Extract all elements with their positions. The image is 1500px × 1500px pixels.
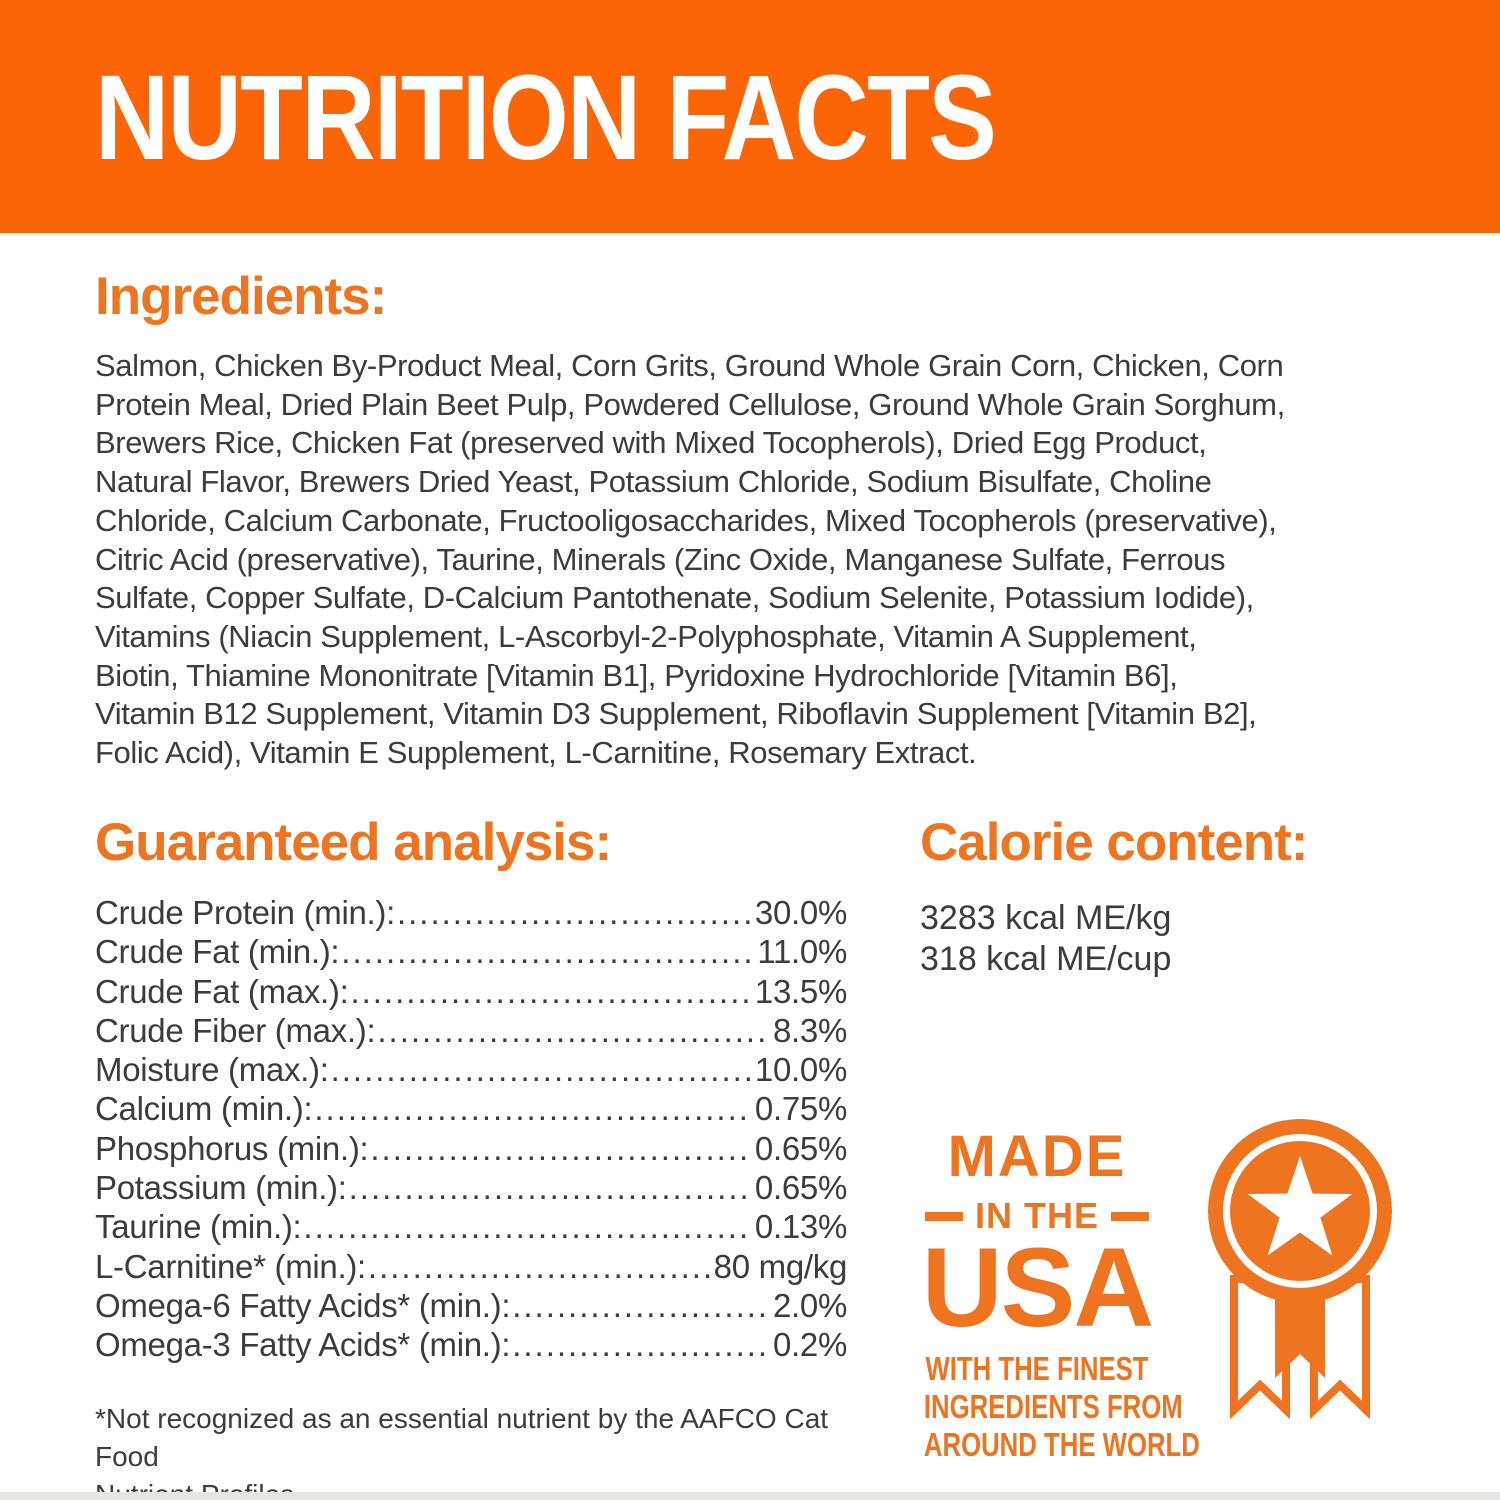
analysis-value: 13.5%: [754, 972, 847, 1010]
calorie-content-values: 3283 kcal ME/kg 318 kcal ME/cup: [920, 898, 1171, 980]
analysis-row: Taurine (min.): 0.13%: [95, 1208, 847, 1247]
analysis-row: Crude Fat (max.): 13.5%: [95, 973, 847, 1012]
in-the-row: IN THE: [892, 1198, 1182, 1234]
analysis-value: 10.0%: [754, 1051, 847, 1089]
analysis-label: Crude Protein (min.):: [95, 894, 395, 931]
dot-leader: [314, 1090, 753, 1128]
analysis-row: Moisture (max.): 10.0%: [95, 1051, 847, 1090]
dot-leader: [341, 933, 755, 971]
analysis-label: Moisture (max.):: [95, 1051, 329, 1089]
dot-leader: [397, 894, 753, 932]
analysis-label: Phosphorus (min.):: [95, 1129, 369, 1167]
ribbon-award-icon: [1208, 1119, 1392, 1419]
dash-right-icon: [1111, 1211, 1149, 1221]
analysis-label: L-Carnitine* (min.):: [95, 1247, 366, 1285]
calorie-content-heading: Calorie content:: [920, 813, 1308, 872]
guaranteed-analysis-heading: Guaranteed analysis:: [95, 813, 612, 872]
analysis-label: Crude Fat (max.):: [95, 972, 349, 1010]
analysis-value: 0.2%: [772, 1326, 847, 1364]
nutrition-facts-banner: NUTRITION FACTS: [0, 0, 1500, 233]
guaranteed-analysis-table: Crude Protein (min.): 30.0% Crude Fat (m…: [95, 894, 847, 1366]
usa-subline: AROUND THE WORLD: [923, 1426, 1200, 1463]
calorie-per-kg: 3283 kcal ME/kg: [920, 899, 1172, 937]
analysis-value: 0.65%: [754, 1169, 847, 1207]
analysis-value: 0.75%: [754, 1090, 847, 1128]
analysis-value: 80 mg/kg: [713, 1247, 848, 1285]
usa-subtext: WITH THE FINEST INGREDIENTS FROM AROUND …: [892, 1350, 1200, 1464]
usa-subline: INGREDIENTS FROM: [923, 1388, 1183, 1425]
analysis-label: Crude Fat (min.):: [95, 933, 340, 971]
dot-leader: [512, 1326, 771, 1364]
usa-subline: WITH THE FINEST: [925, 1350, 1149, 1387]
analysis-row: Potassium (min.): 0.65%: [95, 1169, 847, 1208]
label-bottom-edge: [0, 1492, 1500, 1500]
analysis-row: Crude Fat (min.): 11.0%: [95, 933, 847, 972]
page-title: NUTRITION FACTS: [95, 48, 997, 185]
analysis-label: Taurine (min.):: [95, 1208, 302, 1246]
analysis-row: Crude Protein (min.): 30.0%: [95, 894, 847, 933]
analysis-label: Omega-6 Fatty Acids* (min.):: [95, 1286, 511, 1324]
analysis-label: Crude Fiber (max.):: [95, 1011, 376, 1049]
in-the-label: IN THE: [974, 1195, 1099, 1236]
analysis-label: Potassium (min.):: [95, 1169, 347, 1207]
dot-leader: [303, 1208, 753, 1246]
analysis-value: 2.0%: [772, 1286, 847, 1324]
analysis-row: Calcium (min.): 0.75%: [95, 1090, 847, 1129]
made-label: MADE: [947, 1124, 1127, 1189]
star-icon: [1247, 1156, 1353, 1256]
dash-left-icon: [924, 1211, 963, 1221]
analysis-row: Phosphorus (min.): 0.65%: [95, 1130, 847, 1169]
dot-leader: [350, 973, 752, 1011]
analysis-value: 8.3%: [772, 1011, 847, 1049]
dot-leader: [368, 1248, 712, 1286]
dot-leader: [370, 1130, 753, 1168]
dot-leader: [377, 1012, 771, 1050]
analysis-row: Omega-3 Fatty Acids* (min.): 0.2%: [95, 1326, 847, 1365]
made-in-usa-block: MADE IN THE USA WITH THE FINEST INGREDIE…: [892, 1124, 1200, 1464]
analysis-label: Calcium (min.):: [95, 1090, 313, 1128]
analysis-value: 30.0%: [754, 894, 847, 931]
ingredients-text: Salmon, Chicken By-Product Meal, Corn Gr…: [95, 348, 1285, 771]
analysis-row: Crude Fiber (max.): 8.3%: [95, 1012, 847, 1051]
dot-leader: [331, 1051, 753, 1089]
aafco-footnote: *Not recognized as an essential nutrient…: [95, 1403, 829, 1500]
analysis-row: L-Carnitine* (min.): 80 mg/kg: [95, 1248, 847, 1287]
calorie-per-cup: 318 kcal ME/cup: [920, 940, 1172, 978]
analysis-value: 0.13%: [754, 1208, 847, 1246]
usa-label: USA: [921, 1225, 1154, 1350]
analysis-label: Omega-3 Fatty Acids* (min.):: [95, 1326, 511, 1364]
dot-leader: [512, 1287, 771, 1325]
analysis-value: 11.0%: [757, 933, 847, 971]
analysis-row: Omega-6 Fatty Acids* (min.): 2.0%: [95, 1287, 847, 1326]
analysis-value: 0.65%: [754, 1129, 847, 1167]
ingredients-heading: Ingredients:: [95, 267, 387, 326]
dot-leader: [349, 1169, 753, 1207]
